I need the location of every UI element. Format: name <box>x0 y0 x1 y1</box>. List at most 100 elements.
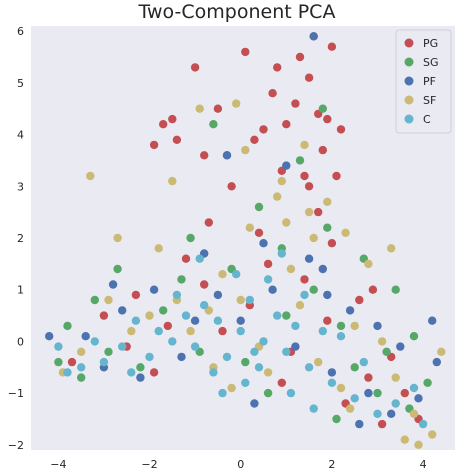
data-point-pf-8 <box>118 306 127 315</box>
data-point-pg-28 <box>327 239 337 248</box>
data-point-c-40 <box>277 249 286 258</box>
data-point-pf-29 <box>323 290 332 300</box>
data-point-sf-3 <box>241 145 250 155</box>
y-tick-label: −2 <box>8 439 24 452</box>
data-point-sf-14 <box>341 228 350 237</box>
data-point-pf-20 <box>414 394 423 403</box>
data-point-pg-38 <box>163 321 172 331</box>
y-tick-label: −1 <box>8 387 24 400</box>
data-point-sf-44 <box>104 295 113 305</box>
data-point-pg-11 <box>318 145 327 155</box>
legend-label-sg: SG <box>423 56 439 69</box>
data-point-pg-35 <box>99 311 109 320</box>
data-point-sg-16 <box>77 373 86 382</box>
data-point-pf-9 <box>373 321 382 331</box>
data-point-sg-5 <box>186 233 195 243</box>
data-point-c-39 <box>195 254 204 263</box>
data-point-c-31 <box>131 316 141 325</box>
data-point-sf-18 <box>350 321 359 331</box>
data-point-sf-7 <box>113 233 122 243</box>
data-point-c-30 <box>336 332 346 341</box>
legend-marker-sf <box>404 95 414 105</box>
data-point-sf-4 <box>300 140 309 150</box>
data-point-sf-11 <box>323 197 332 206</box>
data-point-c-19 <box>99 357 109 367</box>
data-point-pg-41 <box>400 388 409 398</box>
data-point-sf-43 <box>414 440 423 449</box>
data-point-sf-39 <box>227 383 236 393</box>
data-point-pf-19 <box>387 409 396 418</box>
data-point-sf-27 <box>409 409 419 418</box>
data-point-pg-3 <box>190 63 200 72</box>
data-point-sf-19 <box>127 326 136 336</box>
x-tick-label: 4 <box>420 458 427 471</box>
data-point-sg-28 <box>63 321 72 331</box>
data-point-c-25 <box>391 399 400 408</box>
data-point-pg-26 <box>168 114 177 124</box>
data-point-c-13 <box>273 311 282 320</box>
data-point-pf-28 <box>190 316 200 325</box>
data-point-sf-21 <box>77 347 86 356</box>
data-point-sg-15 <box>54 357 63 367</box>
y-tick-label: 5 <box>17 77 24 90</box>
legend-label-pg: PG <box>423 37 438 50</box>
data-point-pg-2 <box>304 73 314 82</box>
data-point-pg-17 <box>336 125 346 134</box>
data-point-sg-29 <box>282 311 291 320</box>
data-point-sf-0 <box>86 171 95 181</box>
data-point-sf-40 <box>309 233 318 243</box>
data-point-sg-30 <box>136 363 145 372</box>
data-point-c-24 <box>154 326 163 336</box>
data-point-c-9 <box>327 378 337 387</box>
data-point-c-3 <box>222 352 232 362</box>
data-point-pg-52 <box>204 218 213 227</box>
axis-ticks-layer: −4 −2 0 2 4 −2 −1 0 1 2 3 4 5 6 <box>8 25 427 471</box>
data-point-sf-26 <box>391 373 400 382</box>
data-point-pf-27 <box>250 399 259 408</box>
legend-marker-pf <box>404 76 414 86</box>
data-point-pg-7 <box>159 120 168 129</box>
data-point-pg-34 <box>355 295 364 305</box>
x-tick-label: −4 <box>50 458 66 471</box>
legend-marker-c <box>404 114 414 124</box>
data-point-sg-25 <box>263 388 273 398</box>
data-point-pf-18 <box>364 388 373 398</box>
data-point-pf-24 <box>432 357 441 367</box>
data-point-pg-42 <box>67 357 77 367</box>
data-point-sg-24 <box>177 275 186 284</box>
data-point-c-8 <box>168 337 177 346</box>
x-tick-label: 2 <box>328 458 335 471</box>
data-point-sf-8 <box>154 244 163 253</box>
data-point-c-16 <box>350 394 359 403</box>
data-point-pf-31 <box>108 280 118 289</box>
data-point-c-44 <box>309 404 318 413</box>
data-points-layer <box>45 32 446 449</box>
data-point-sf-9 <box>245 223 254 232</box>
data-point-pg-15 <box>327 42 337 51</box>
data-point-sf-1 <box>168 176 177 186</box>
data-point-sf-10 <box>273 192 282 201</box>
data-point-sg-14 <box>409 332 419 341</box>
data-point-c-23 <box>318 326 327 336</box>
data-point-c-7 <box>304 363 314 372</box>
data-point-c-36 <box>90 337 100 346</box>
data-point-c-34 <box>286 388 296 398</box>
data-point-sf-33 <box>286 264 296 274</box>
data-point-sf-13 <box>232 99 241 108</box>
data-point-sf-17 <box>295 301 305 310</box>
data-point-sg-31 <box>382 347 391 356</box>
data-point-pg-49 <box>149 368 159 377</box>
data-point-c-15 <box>181 311 191 320</box>
y-tick-label: 6 <box>17 25 24 38</box>
data-point-c-18 <box>118 342 127 351</box>
data-point-sf-31 <box>236 295 245 305</box>
y-tick-label: 3 <box>17 180 24 193</box>
data-point-pf-30 <box>428 316 437 325</box>
data-point-pg-14 <box>172 135 182 144</box>
data-point-pf-2 <box>282 161 291 170</box>
y-tick-label: 1 <box>17 284 24 297</box>
data-point-pf-6 <box>149 285 159 294</box>
data-point-pg-13 <box>300 171 309 181</box>
data-point-c-14 <box>291 321 300 331</box>
